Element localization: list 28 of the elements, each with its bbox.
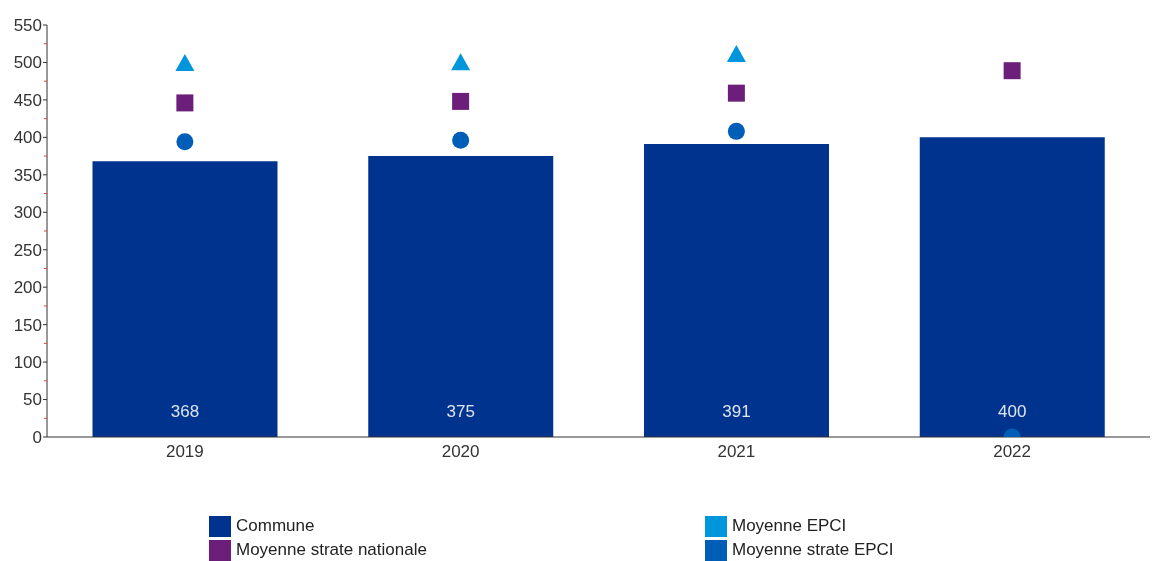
y-tick-label: 350 xyxy=(13,165,42,185)
y-tick-label: 500 xyxy=(13,53,42,73)
y-tick-label: 450 xyxy=(13,90,42,110)
y-tick-label: 300 xyxy=(13,203,42,223)
legend-label: Commune xyxy=(236,516,315,536)
bar xyxy=(919,137,1105,437)
y-tick-label: 550 xyxy=(13,15,42,35)
y-tick-label: 150 xyxy=(13,315,42,335)
bar xyxy=(368,156,554,437)
y-tick-label: 400 xyxy=(13,128,42,148)
y-tick-label: 200 xyxy=(13,278,42,298)
data-label: 400 xyxy=(998,401,1027,421)
bar xyxy=(644,144,829,437)
y-tick-label: 100 xyxy=(13,353,42,373)
y-tick-label: 250 xyxy=(13,240,42,260)
x-tick-label: 2020 xyxy=(441,442,480,462)
legend-label: Moyenne strate nationale xyxy=(236,540,427,560)
y-tick-label: 0 xyxy=(32,427,42,447)
y-tick-label: 50 xyxy=(23,390,42,410)
x-tick-label: 2022 xyxy=(993,442,1032,462)
data-label: 375 xyxy=(446,401,475,421)
x-tick-label: 2021 xyxy=(717,442,756,462)
legend-label: Moyenne EPCI xyxy=(732,516,847,536)
data-label: 391 xyxy=(722,401,751,421)
x-tick-label: 2019 xyxy=(165,442,204,462)
data-label: 368 xyxy=(170,401,200,421)
bar xyxy=(92,161,278,437)
legend-label: Moyenne strate EPCI xyxy=(732,540,894,560)
